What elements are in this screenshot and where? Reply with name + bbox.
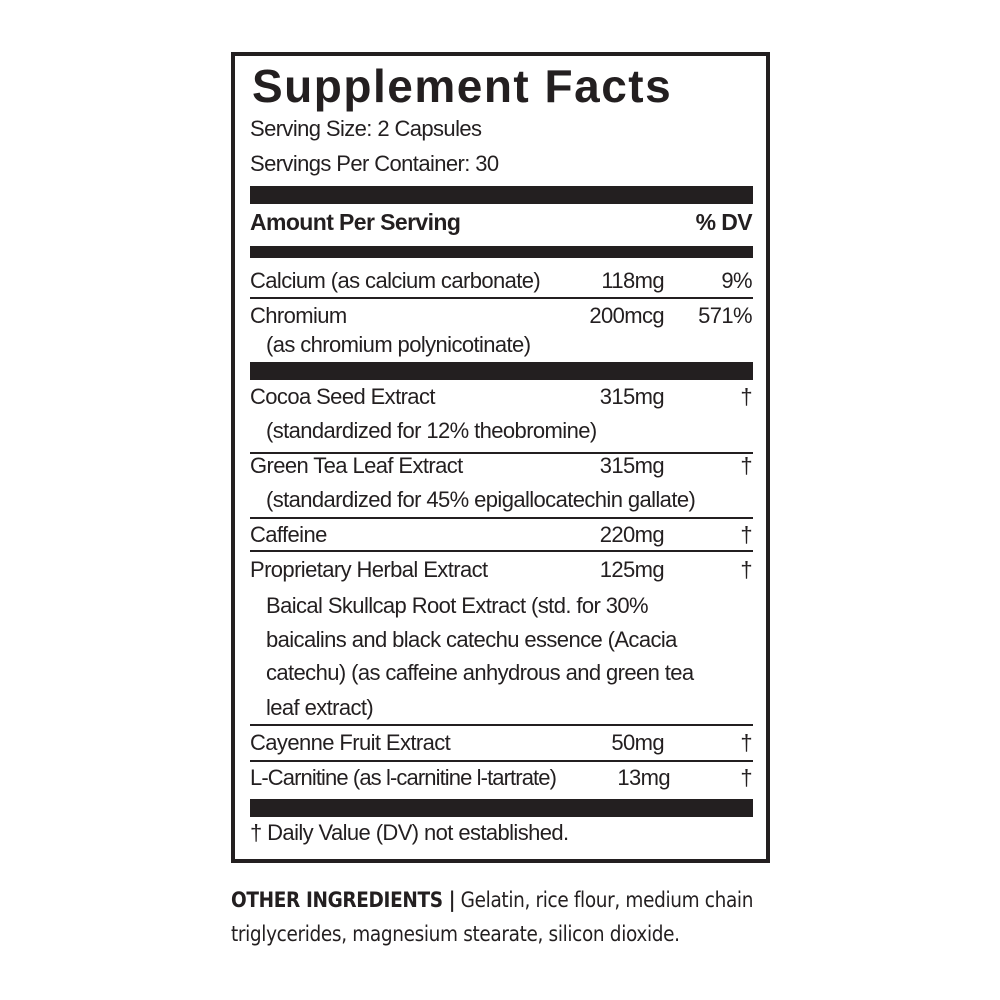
blend-description-line: catechu) (as caffeine anhydrous and gree… <box>266 660 694 685</box>
blend-description-line: leaf extract) <box>266 695 374 720</box>
ingredient-amount: 315mg <box>599 384 665 409</box>
ingredient-dv: † <box>740 453 752 478</box>
divider-thin <box>250 517 753 519</box>
ingredient-name: Proprietary Herbal Extract <box>250 557 488 582</box>
nutrient-dv: 9% <box>721 268 752 293</box>
supplement-facts-panel <box>231 52 770 863</box>
ingredient-dv: † <box>740 730 752 755</box>
dv-header: % DV <box>695 209 753 235</box>
ingredient-name: L-Carnitine (as l-carnitine l-tartrate) <box>250 765 557 790</box>
divider-thin <box>250 297 753 299</box>
serving-size: Serving Size: 2 Capsules <box>250 116 482 141</box>
divider-thick <box>250 362 753 380</box>
nutrient-amount: 118mg <box>601 268 664 293</box>
divider-thin <box>250 452 753 454</box>
ingredient-dv: † <box>740 765 752 790</box>
ingredient-amount: 13mg <box>616 765 671 791</box>
ingredient-amount: 315mg <box>599 453 665 478</box>
divider-thin <box>250 724 753 726</box>
servings-per-container: Servings Per Container: 30 <box>250 151 499 176</box>
nutrient-source: (as chromium polynicotinate) <box>266 332 531 357</box>
ingredient-standardization: (standardized for 12% theobromine) <box>266 418 597 443</box>
ingredient-dv: † <box>740 384 752 409</box>
other-ingredients-text: Gelatin, rice flour, medium chain trigly… <box>231 888 754 946</box>
nutrient-dv: 571% <box>698 303 752 328</box>
blend-description-line: baicalins and black catechu essence (Aca… <box>266 627 677 652</box>
ingredient-standardization: (standardized for 45% epigallocatechin g… <box>266 487 696 512</box>
other-ingredients-label: OTHER INGREDIENTS | <box>231 888 456 912</box>
ingredient-name: Cocoa Seed Extract <box>250 384 435 409</box>
nutrient-amount: 200mcg <box>589 303 664 328</box>
blend-description-line: Baical Skullcap Root Extract (std. for 3… <box>266 593 649 618</box>
divider-thin <box>250 550 753 552</box>
divider-thick <box>250 186 753 204</box>
ingredient-name: Green Tea Leaf Extract <box>250 453 463 478</box>
divider-thin <box>250 760 753 762</box>
ingredient-name: Caffeine <box>250 522 327 547</box>
nutrient-name: Calcium (as calcium carbonate) <box>250 268 541 293</box>
other-ingredients: OTHER INGREDIENTS | Gelatin, rice flour,… <box>231 883 794 951</box>
footnote: † Daily Value (DV) not established. <box>250 820 569 845</box>
ingredient-name: Cayenne Fruit Extract <box>250 730 451 755</box>
ingredient-amount: 125mg <box>599 557 665 582</box>
ingredient-dv: † <box>740 522 752 547</box>
ingredient-amount: 50mg <box>611 730 664 755</box>
nutrient-name: Chromium <box>250 303 347 328</box>
divider-thick <box>250 799 753 817</box>
ingredient-amount: 220mg <box>599 522 665 547</box>
panel-title: Supplement Facts <box>252 60 673 112</box>
divider-thick <box>250 246 753 258</box>
amount-per-serving-header: Amount Per Serving <box>250 209 461 235</box>
ingredient-dv: † <box>740 557 752 582</box>
